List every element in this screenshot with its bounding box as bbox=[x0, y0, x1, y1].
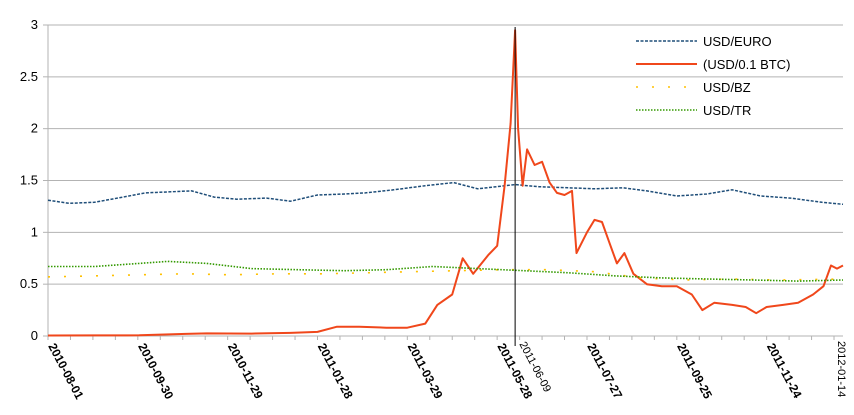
x-tick-label: 2011-11-24 bbox=[764, 341, 805, 401]
annotations: 2011-06-09 bbox=[514, 27, 553, 394]
series-lines bbox=[47, 29, 844, 337]
x-tick-label: 2010-09-30 bbox=[135, 341, 176, 402]
legend-label: (USD/0.1 BTC) bbox=[703, 57, 790, 72]
x-tick-label: 2010-08-01 bbox=[45, 341, 86, 402]
x-end-label: 2012-01-14 bbox=[835, 341, 847, 397]
series-line-usd-tr bbox=[48, 260, 844, 282]
y-tick-label: 0.5 bbox=[20, 276, 38, 291]
legend-label: USD/EURO bbox=[703, 34, 772, 49]
y-tick-label: 1 bbox=[31, 224, 38, 239]
y-tick-label: 2 bbox=[31, 121, 38, 136]
grid-lines bbox=[48, 24, 843, 285]
legend-label: USD/BZ bbox=[703, 80, 751, 95]
x-tick-label: 2010-11-29 bbox=[225, 341, 266, 401]
x-tick-label: 2011-01-28 bbox=[315, 341, 356, 401]
y-tick-label: 0 bbox=[31, 328, 38, 343]
legend-label: USD/TR bbox=[703, 103, 751, 118]
y-tick-label: 2.5 bbox=[20, 69, 38, 84]
series-line-usd-bz bbox=[47, 268, 844, 281]
x-tick-label: 2011-07-27 bbox=[584, 341, 625, 401]
x-tick-label: 2011-09-25 bbox=[674, 341, 715, 401]
y-tick-label: 3 bbox=[31, 17, 38, 32]
series-line-usd-0-1-btc bbox=[47, 29, 844, 337]
series-line-usd-euro bbox=[47, 181, 844, 206]
x-tick-label: 2011-03-29 bbox=[405, 341, 446, 401]
tick-labels: 0 0.5 1 1.5 2 2.5 3 2010-08-01 2010-09-30 2010-11… bbox=[20, 17, 847, 402]
legend: USD/EURO (USD/0.1 BTC) USD/BZ USD/TR bbox=[636, 34, 790, 118]
y-tick-label: 1.5 bbox=[20, 173, 38, 188]
axes bbox=[43, 24, 843, 340]
